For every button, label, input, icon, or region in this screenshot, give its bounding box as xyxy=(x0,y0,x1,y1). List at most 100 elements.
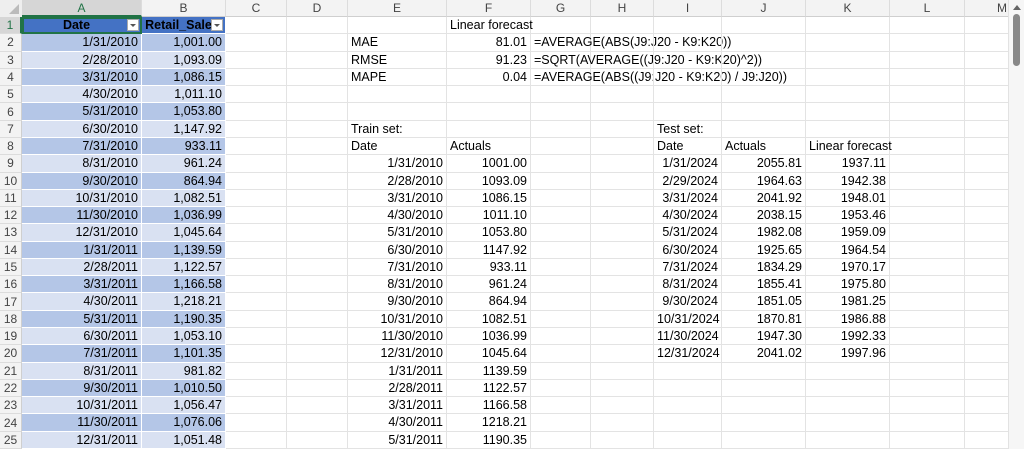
column-header-e[interactable]: E xyxy=(348,0,447,17)
cell-h14[interactable] xyxy=(591,241,654,259)
cell-d13[interactable] xyxy=(287,224,348,242)
cell-k9[interactable]: 1937.11 xyxy=(806,155,890,173)
cell-g1[interactable] xyxy=(531,17,591,35)
cell-l1[interactable] xyxy=(890,17,965,35)
cell-j19[interactable]: 1947.30 xyxy=(722,328,806,346)
cell-h9[interactable] xyxy=(591,155,654,173)
cell-c14[interactable] xyxy=(226,241,287,259)
cell-g2[interactable]: =AVERAGE(ABS(J9:J20 - K9:K20)) xyxy=(531,34,731,52)
cell-k6[interactable] xyxy=(806,103,890,121)
row-header-15[interactable]: 15 xyxy=(0,258,22,277)
cell-b5[interactable]: 1,011.10 xyxy=(142,86,226,104)
cell-a8[interactable]: 7/31/2010 xyxy=(22,137,142,156)
cell-h2[interactable] xyxy=(591,34,654,52)
cell-f1[interactable]: Linear forecast xyxy=(447,17,533,35)
cell-c11[interactable] xyxy=(226,189,287,208)
cell-i17[interactable]: 9/30/2024 xyxy=(654,293,722,311)
cell-l10[interactable] xyxy=(890,172,965,190)
cell-g10[interactable] xyxy=(531,172,591,190)
cell-g15[interactable] xyxy=(531,258,591,277)
cell-k20[interactable]: 1997.96 xyxy=(806,345,890,363)
cell-k1[interactable] xyxy=(806,17,890,35)
cell-h13[interactable] xyxy=(591,224,654,242)
cell-m10[interactable] xyxy=(965,173,1008,190)
cell-j11[interactable]: 2041.92 xyxy=(722,189,806,208)
cell-k3[interactable] xyxy=(806,51,890,69)
cell-f10[interactable]: 1093.09 xyxy=(447,172,531,190)
cell-j16[interactable]: 1855.41 xyxy=(722,276,806,294)
cell-e20[interactable]: 12/31/2010 xyxy=(348,345,447,363)
cell-j9[interactable]: 2055.81 xyxy=(722,155,806,173)
cell-j7[interactable] xyxy=(722,120,806,138)
cell-a3[interactable]: 2/28/2010 xyxy=(22,51,142,69)
cell-h20[interactable] xyxy=(591,345,654,363)
cell-f25[interactable]: 1190.35 xyxy=(447,431,531,449)
cell-c4[interactable] xyxy=(226,68,287,87)
row-header-7[interactable]: 7 xyxy=(0,120,22,138)
cell-j25[interactable] xyxy=(722,431,806,449)
cell-a4[interactable]: 3/31/2010 xyxy=(22,68,142,87)
cell-m14[interactable] xyxy=(965,242,1008,259)
cell-e5[interactable] xyxy=(348,86,447,104)
row-header-22[interactable]: 22 xyxy=(0,379,22,398)
cell-d15[interactable] xyxy=(287,258,348,277)
cell-j22[interactable] xyxy=(722,379,806,398)
cell-j8[interactable]: Actuals xyxy=(722,137,806,156)
cell-b21[interactable]: 981.82 xyxy=(142,362,226,380)
column-header-i[interactable]: I xyxy=(654,0,722,17)
cell-k11[interactable]: 1948.01 xyxy=(806,189,890,208)
select-all-corner[interactable] xyxy=(0,0,22,17)
cell-e19[interactable]: 11/30/2010 xyxy=(348,328,447,346)
cell-j18[interactable]: 1870.81 xyxy=(722,310,806,329)
cell-g7[interactable] xyxy=(531,120,591,138)
cell-d25[interactable] xyxy=(287,431,348,449)
cell-b18[interactable]: 1,190.35 xyxy=(142,310,226,329)
filter-dropdown-icon[interactable] xyxy=(127,19,139,31)
row-header-17[interactable]: 17 xyxy=(0,293,22,311)
cell-i23[interactable] xyxy=(654,397,722,415)
cell-j24[interactable] xyxy=(722,414,806,432)
cell-a16[interactable]: 3/31/2011 xyxy=(22,276,142,294)
cell-m17[interactable] xyxy=(965,293,1008,311)
cell-i21[interactable] xyxy=(654,362,722,380)
column-header-j[interactable]: J xyxy=(722,0,806,17)
cell-i8[interactable]: Date xyxy=(654,137,722,156)
cell-e18[interactable]: 10/31/2010 xyxy=(348,310,447,329)
cell-m19[interactable] xyxy=(965,328,1008,346)
cell-m1[interactable] xyxy=(965,17,1008,35)
cell-i4[interactable] xyxy=(654,68,722,87)
cell-i7[interactable]: Test set: xyxy=(654,120,722,138)
cell-l20[interactable] xyxy=(890,345,965,363)
cell-e1[interactable] xyxy=(348,17,447,35)
column-header-f[interactable]: F xyxy=(447,0,531,17)
cell-m25[interactable] xyxy=(965,432,1008,449)
cell-e7[interactable]: Train set: xyxy=(348,120,447,138)
cell-j17[interactable]: 1851.05 xyxy=(722,293,806,311)
cell-k7[interactable] xyxy=(806,120,890,138)
cell-l9[interactable] xyxy=(890,155,965,173)
cell-c13[interactable] xyxy=(226,224,287,242)
cell-f23[interactable]: 1166.58 xyxy=(447,397,531,415)
cell-h5[interactable] xyxy=(591,86,654,104)
cell-i14[interactable]: 6/30/2024 xyxy=(654,241,722,259)
cell-c6[interactable] xyxy=(226,103,287,121)
cell-e10[interactable]: 2/28/2010 xyxy=(348,172,447,190)
cell-f17[interactable]: 864.94 xyxy=(447,293,531,311)
cell-j23[interactable] xyxy=(722,397,806,415)
cell-c15[interactable] xyxy=(226,258,287,277)
cell-a25[interactable]: 12/31/2011 xyxy=(22,431,142,449)
cell-i12[interactable]: 4/30/2024 xyxy=(654,207,722,225)
cell-l4[interactable] xyxy=(890,68,965,87)
cell-m3[interactable] xyxy=(965,52,1008,69)
cell-g9[interactable] xyxy=(531,155,591,173)
cell-l23[interactable] xyxy=(890,397,965,415)
cell-c2[interactable] xyxy=(226,34,287,52)
cell-f15[interactable]: 933.11 xyxy=(447,258,531,277)
cell-b8[interactable]: 933.11 xyxy=(142,137,226,156)
cell-d9[interactable] xyxy=(287,155,348,173)
cell-d16[interactable] xyxy=(287,276,348,294)
cell-h17[interactable] xyxy=(591,293,654,311)
cell-k22[interactable] xyxy=(806,379,890,398)
row-header-16[interactable]: 16 xyxy=(0,276,22,294)
cell-k16[interactable]: 1975.80 xyxy=(806,276,890,294)
